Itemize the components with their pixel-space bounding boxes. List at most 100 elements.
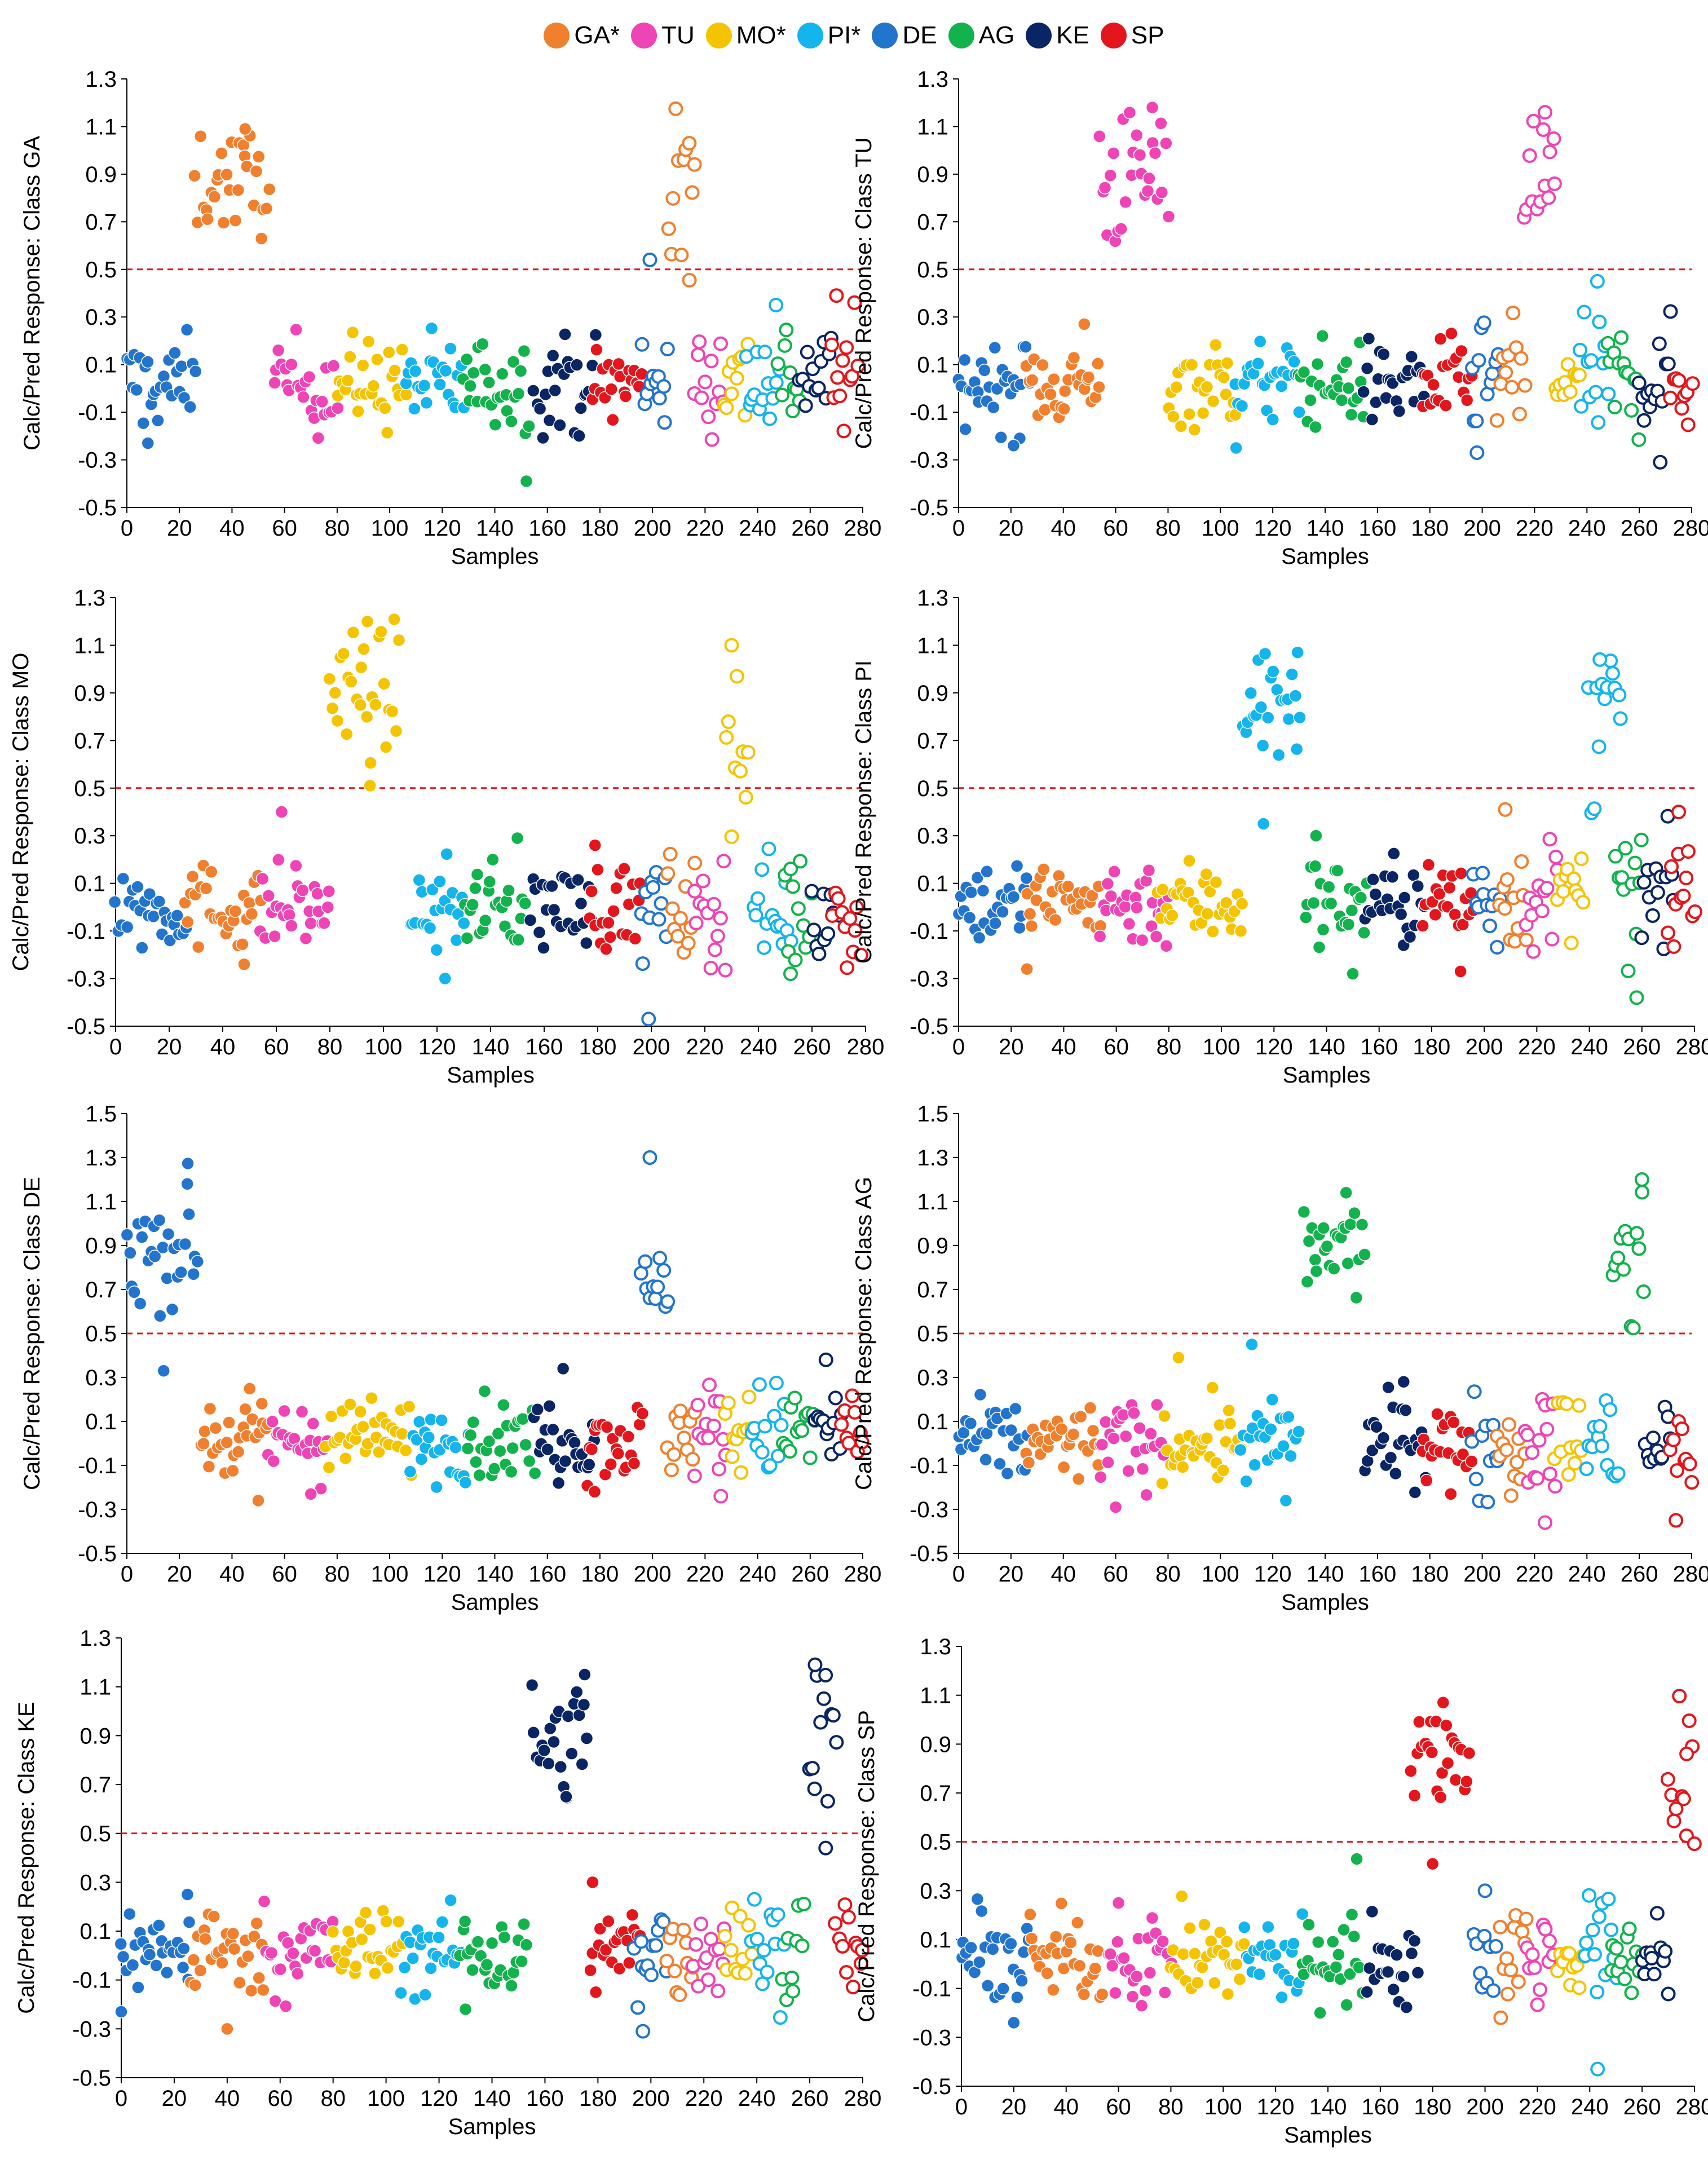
point-cal-sp [606,413,620,427]
point-cal-de [1004,1937,1018,1951]
x-tick-label: 240 [739,1562,776,1587]
point-cal-pi [1279,1494,1293,1508]
point-cal-pi [458,1476,473,1490]
point-val-sp [845,1388,860,1403]
point-cal-sp [1425,1746,1439,1759]
x-tick-label: 60 [268,2086,293,2111]
point-val-sp [1669,1801,1684,1817]
point-val-mo [732,1909,748,1924]
x-tick-label: 60 [1103,516,1128,541]
point-cal-tu [326,359,341,373]
point-cal-sp [1425,1857,1440,1871]
point-cal-ke [541,1442,554,1456]
y-tick-label: 1.3 [917,67,948,92]
point-cal-ga [1067,351,1081,365]
y-tick-label: -0.3 [78,1498,117,1522]
point-val-mo [1561,1946,1577,1961]
x-tick-label: 120 [1257,2095,1295,2119]
point-cal-de [180,323,194,337]
point-val-ag [1627,855,1643,871]
point-val-ag [1614,330,1629,345]
point-val-mo [1560,357,1575,372]
y-tick-label: 0.3 [74,824,105,849]
point-cal-mo [363,1923,377,1936]
point-cal-de [123,1907,136,1921]
point-cal-pi [1287,355,1301,369]
legend-item-de: DE [872,21,937,50]
point-cal-tu [272,853,285,867]
point-cal-tu [257,1894,271,1909]
x-tick-label: 160 [1360,1035,1398,1059]
x-tick-label: 80 [1158,2095,1184,2119]
point-val-sp [1672,1689,1687,1704]
y-tick-label: 1.3 [920,1635,951,1659]
point-cal-ke [1384,1451,1398,1465]
point-cal-ke [1357,385,1370,399]
y-tick-label: 0.1 [920,1928,951,1953]
x-tick-label: 40 [1051,516,1076,541]
point-cal-mo [379,1915,393,1928]
x-tick-label: 80 [320,2086,346,2111]
point-cal-ga [1025,1932,1039,1945]
point-cal-ag [1309,829,1323,842]
point-cal-tu [1098,181,1112,195]
point-cal-tu [285,357,298,372]
point-cal-de [176,1960,190,1975]
point-cal-pi [412,873,426,887]
point-val-ga [1503,1963,1519,1978]
chart-panel-ag: -0.5 -0.3 -0.1 0.1 0.3 0.5 0.7 0.9 1.1 1.3 1.5 0 20 4… [851,1102,1708,1615]
point-val-pi [1603,1402,1618,1417]
point-val-sp [854,1434,870,1450]
point-cal-tu [1123,105,1137,120]
point-val-ag [785,879,801,894]
point-val-de [1477,1883,1493,1898]
point-cal-sp [1427,378,1440,392]
point-val-ag [1629,990,1644,1005]
chart-panel-mo: -0.5 -0.3 -0.1 0.1 0.3 0.5 0.7 0.9 1.1 1.3 0 20 40 60… [8,586,884,1088]
point-val-ga [665,191,681,206]
y-tick-label: -0.1 [910,400,948,425]
point-val-ga [681,935,696,951]
point-cal-de [964,1941,978,1955]
point-cal-de [963,911,977,925]
point-cal-mo [1200,1431,1213,1445]
y-axis-label: Calc/Pred Response: Class AG [851,1177,876,1490]
x-tick-label: 260 [1623,2095,1661,2119]
point-cal-ga [215,147,228,160]
point-val-sp [845,1980,860,1995]
point-val-tu [1522,148,1537,163]
point-cal-de [1007,2016,1021,2030]
point-cal-ag [1335,394,1349,407]
point-val-sp [824,337,840,352]
x-tick-label: 180 [581,516,619,541]
point-cal-ga [237,957,251,971]
point-val-tu [1520,1427,1535,1442]
point-val-sp [1684,1475,1700,1490]
point-cal-ke [558,328,572,341]
chart-panel-sp: -0.5 -0.3 -0.1 0.1 0.3 0.5 0.7 0.9 1.1 1.3 0 20 40 60… [854,1635,1708,2148]
legend-label-ga: GA* [574,21,620,49]
point-val-ke [820,926,836,942]
point-cal-tu [266,1415,279,1429]
point-cal-mo [1182,854,1196,868]
x-tick-label: 200 [633,1035,670,1059]
point-cal-tu [295,1405,309,1419]
x-tick-label: 140 [472,1035,510,1059]
point-cal-pi [406,1951,420,1965]
point-cal-tu [1122,917,1136,931]
point-cal-mo [354,1404,367,1419]
point-cal-mo [379,740,393,754]
point-val-tu [690,347,705,363]
point-cal-ke [1408,1485,1422,1499]
point-cal-ga [1066,1428,1080,1441]
point-val-sp [1679,871,1694,886]
x-tick-label: 280 [1676,1035,1708,1059]
point-cal-sp [1454,867,1468,880]
point-cal-ke [1407,1934,1422,1947]
point-cal-de [964,885,978,899]
point-cal-ga [222,1416,236,1429]
point-val-ga [660,866,676,881]
y-tick-label: 0.3 [80,1870,111,1895]
point-val-ag [782,1444,797,1459]
point-val-de [1490,939,1505,955]
